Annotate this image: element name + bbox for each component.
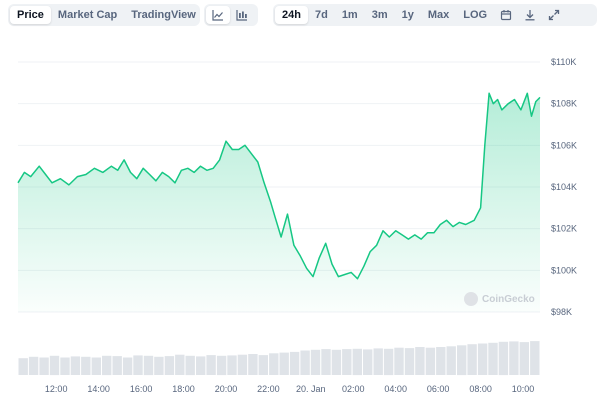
volume-bar: [300, 350, 310, 375]
x-axis: 12:00 14:00 16:00 18:00 20:00 22:00 20. Jan 02:…: [45, 384, 534, 394]
volume-bar: [164, 356, 175, 375]
y-tick-label: $102K: [551, 224, 577, 234]
watermark-label: CoinGecko: [482, 293, 535, 305]
volume-bar: [49, 355, 60, 376]
price-area: [18, 93, 540, 312]
volume-bar: [227, 355, 237, 375]
volume-bars: [18, 341, 540, 376]
volume-bar: [289, 351, 300, 375]
line-chart-icon[interactable]: [206, 6, 230, 24]
y-tick-label: $98K: [551, 307, 572, 317]
volume-bar: [91, 357, 101, 375]
x-tick-label: 16:00: [130, 384, 153, 394]
tab-24h[interactable]: 24h: [275, 6, 308, 24]
volume-bar: [60, 357, 70, 375]
volume-bar: [122, 357, 133, 375]
volume-bar: [175, 354, 185, 375]
volume-bar: [373, 348, 383, 375]
chart-toolbar: Price Market Cap TradingView 24h 7d 1m 3…: [8, 4, 607, 26]
volume-bar: [206, 355, 216, 375]
volume-bar: [28, 356, 39, 375]
volume-bar: [269, 353, 279, 375]
x-tick-label: 20:00: [215, 384, 238, 394]
volume-bar: [196, 356, 206, 375]
x-tick-label: 14:00: [87, 384, 110, 394]
x-tick-label: 06:00: [427, 384, 450, 394]
volume-bar: [112, 356, 122, 375]
volume-bar: [477, 343, 488, 375]
candlestick-icon[interactable]: [230, 6, 254, 24]
x-tick-label: 02:00: [342, 384, 365, 394]
volume-bar: [446, 346, 456, 375]
volume-bar: [394, 347, 404, 375]
volume-bar: [321, 349, 331, 375]
volume-bar: [383, 348, 394, 376]
volume-bar: [81, 356, 91, 375]
volume-bar: [39, 357, 49, 375]
volume-bar: [102, 355, 112, 376]
y-tick-label: $100K: [551, 265, 577, 275]
download-icon[interactable]: [518, 6, 542, 24]
volume-bar: [509, 341, 519, 375]
calendar-icon[interactable]: [494, 6, 518, 24]
x-tick-label: 12:00: [45, 384, 68, 394]
y-tick-label: $110K: [551, 57, 576, 67]
volume-bar: [237, 354, 248, 375]
volume-bar: [415, 347, 425, 375]
coingecko-logo-icon: [464, 292, 478, 306]
tab-price[interactable]: Price: [10, 6, 51, 24]
tab-1m[interactable]: 1m: [341, 9, 358, 21]
metric-tab-group: Price Market Cap TradingView: [8, 4, 200, 26]
volume-bar: [310, 349, 321, 375]
tab-3m[interactable]: 3m: [371, 9, 388, 21]
volume-bar: [331, 349, 342, 375]
volume-bar: [404, 348, 415, 375]
volume-bar: [143, 355, 154, 376]
volume-bar: [216, 355, 227, 376]
y-tick-label: $108K: [551, 99, 577, 109]
volume-bar: [488, 342, 498, 375]
volume-bar: [352, 348, 362, 376]
volume-bar: [467, 344, 477, 375]
volume-bar: [154, 356, 164, 375]
volume-bar: [519, 342, 529, 375]
x-tick-label: 18:00: [172, 384, 195, 394]
volume-bar: [498, 341, 509, 376]
volume-bar: [342, 349, 352, 375]
x-tick-label: 22:00: [257, 384, 280, 394]
range-tab-group: 24h 7d 1m 3m 1y Max LOG: [273, 4, 597, 26]
volume-bar: [363, 349, 373, 375]
tab-log[interactable]: LOG: [463, 9, 488, 21]
volume-bar: [530, 341, 540, 375]
x-tick-label: 08:00: [469, 384, 492, 394]
tab-tradingview[interactable]: TradingView: [131, 9, 196, 21]
x-tick-label: 20. Jan: [296, 384, 326, 394]
price-line: [17, 92, 541, 280]
tab-7d[interactable]: 7d: [314, 9, 328, 21]
volume-bar: [248, 354, 258, 375]
volume-bar: [425, 347, 436, 375]
volume-bar: [279, 352, 289, 375]
volume-bar: [457, 345, 467, 376]
tab-market-cap[interactable]: Market Cap: [57, 9, 118, 21]
tab-max[interactable]: Max: [427, 9, 450, 21]
y-axis: $98K $100K $102K $104K $106K $108K $110K: [551, 57, 577, 317]
volume-bar: [258, 355, 268, 375]
volume-bar: [18, 358, 28, 375]
chart-type-group: [204, 4, 258, 26]
volume-bar: [133, 355, 143, 375]
y-tick-label: $106K: [551, 140, 577, 150]
coingecko-watermark: CoinGecko: [464, 292, 535, 306]
expand-icon[interactable]: [542, 6, 566, 24]
tab-1y[interactable]: 1y: [401, 9, 414, 21]
y-tick-label: $104K: [551, 182, 577, 192]
x-tick-label: 04:00: [384, 384, 407, 394]
volume-bar: [70, 356, 81, 375]
x-tick-label: 10:00: [512, 384, 535, 394]
volume-bar: [185, 355, 195, 376]
volume-bar: [436, 347, 446, 375]
